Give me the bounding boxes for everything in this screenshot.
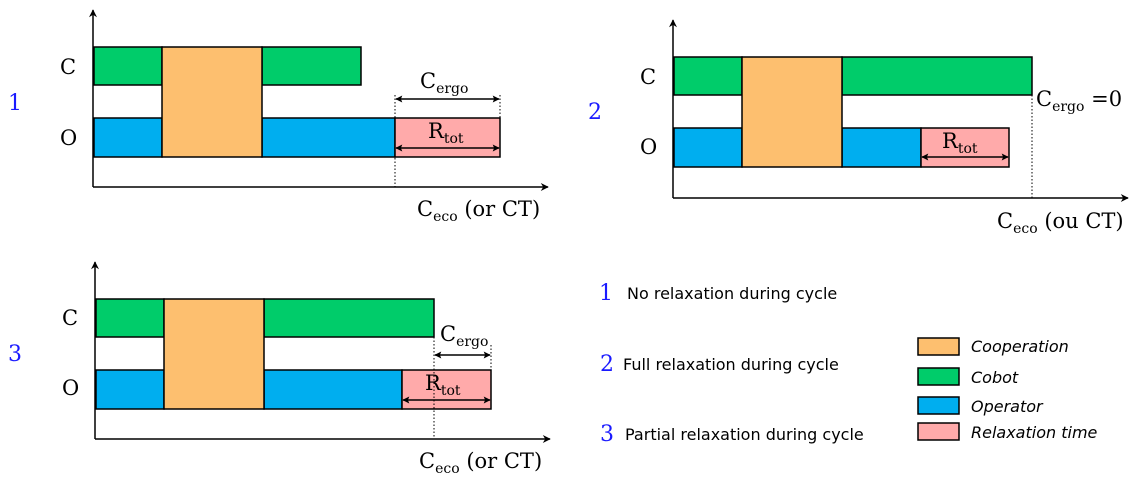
case-index: 3 xyxy=(600,422,614,447)
panel-index: 1 xyxy=(8,91,22,116)
case-text: Partial relaxation during cycle xyxy=(625,425,864,444)
operator-bar xyxy=(263,369,403,410)
case-index: 2 xyxy=(600,352,614,377)
cobot-bar xyxy=(95,298,165,338)
x-axis-label: Ceco (or CT) xyxy=(417,197,540,225)
case-item: 1 No relaxation during cycle xyxy=(599,281,837,306)
case-text: Full relaxation during cycle xyxy=(623,355,839,374)
cobot-bar xyxy=(263,298,435,338)
cobot-bar xyxy=(93,46,163,86)
operator-row-letter: O xyxy=(62,376,79,400)
cooperation-bar xyxy=(163,298,265,410)
panel-index: 3 xyxy=(8,342,22,367)
legend: Cooperation Cobot Operator Relaxation ti… xyxy=(917,337,1098,442)
case-list: 1 No relaxation during cycle 2 Full rela… xyxy=(599,281,864,447)
legend-swatch-cooperation xyxy=(917,337,960,356)
r-tot-label: Rtot xyxy=(425,371,461,399)
operator-row-letter: O xyxy=(60,126,77,150)
case-text: No relaxation during cycle xyxy=(627,284,837,303)
legend-label: Cooperation xyxy=(971,337,1069,356)
panel-3: 3 C O Cergo Rtot Ceco (or CT) xyxy=(8,261,551,477)
relaxation-bar xyxy=(920,127,1010,168)
case-index: 1 xyxy=(599,281,613,306)
panel-1: 1 C O Cergo Rtot Ceco (or CT) xyxy=(8,9,549,225)
operator-bar xyxy=(261,117,396,158)
case-item: 2 Full relaxation during cycle xyxy=(600,352,839,377)
operator-bar xyxy=(841,127,922,168)
legend-label: Operator xyxy=(971,397,1044,416)
panel-2: 2 C O Cergo =0 Rtot Ceco (ou CT) xyxy=(588,19,1129,237)
cobot-bar xyxy=(673,56,743,96)
cobot-bar xyxy=(841,56,1033,96)
cooperation-bar xyxy=(161,46,263,158)
panel-index: 2 xyxy=(588,100,602,125)
legend-label: Relaxation time xyxy=(971,423,1098,442)
operator-bar xyxy=(93,117,163,158)
c-ergo-label: Cergo xyxy=(440,322,488,350)
c-ergo-label: Cergo =0 xyxy=(1036,87,1122,115)
legend-swatch-relaxation xyxy=(917,422,960,441)
cooperation-bar xyxy=(741,56,843,168)
r-tot-label: Rtot xyxy=(428,119,464,147)
x-axis-label: Ceco (or CT) xyxy=(419,449,542,477)
case-item: 3 Partial relaxation during cycle xyxy=(600,422,864,447)
cobot-row-letter: C xyxy=(60,55,76,79)
legend-label: Cobot xyxy=(971,368,1019,387)
operator-bar xyxy=(673,127,743,168)
cobot-bar xyxy=(261,46,362,86)
operator-row-letter: O xyxy=(640,135,657,159)
cobot-row-letter: C xyxy=(640,65,656,89)
cobot-row-letter: C xyxy=(62,306,78,330)
x-axis-label: Ceco (ou CT) xyxy=(997,209,1124,237)
legend-swatch-cobot xyxy=(917,367,960,386)
legend-swatch-operator xyxy=(917,396,960,415)
r-tot-label: Rtot xyxy=(942,129,978,157)
operator-bar xyxy=(95,369,165,410)
c-ergo-label: Cergo xyxy=(420,69,468,97)
